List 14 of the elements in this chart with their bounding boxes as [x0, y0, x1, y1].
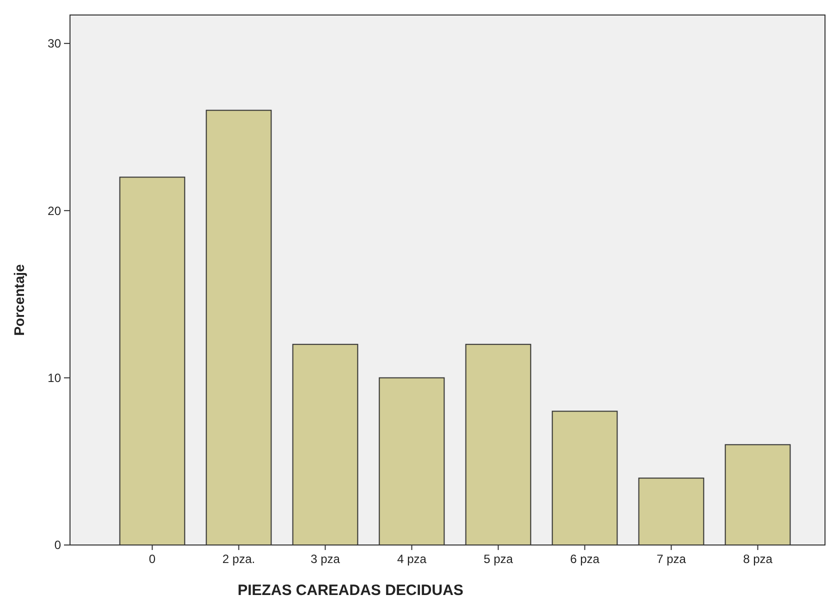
y-axis-title: Porcentaje — [11, 264, 27, 336]
x-axis-title: PIEZAS CAREADAS DECIDUAS — [238, 582, 464, 599]
x-tick-label: 8 pza — [743, 552, 773, 566]
y-tick-label: 0 — [54, 538, 62, 552]
x-tick-label: 2 pza. — [222, 552, 256, 566]
x-tick-label: 6 pza — [570, 552, 600, 566]
x-tick-label: 7 pza — [656, 552, 686, 566]
x-tick-label: 0 — [148, 552, 156, 566]
x-tick-label: 3 pza — [310, 552, 340, 566]
y-tick-label: 10 — [48, 371, 62, 386]
y-tick-label: 30 — [48, 36, 62, 51]
x-tick-label: 4 pza — [397, 552, 427, 566]
y-tick-label: 20 — [48, 204, 62, 218]
x-tick-label: 5 pza — [484, 552, 514, 566]
